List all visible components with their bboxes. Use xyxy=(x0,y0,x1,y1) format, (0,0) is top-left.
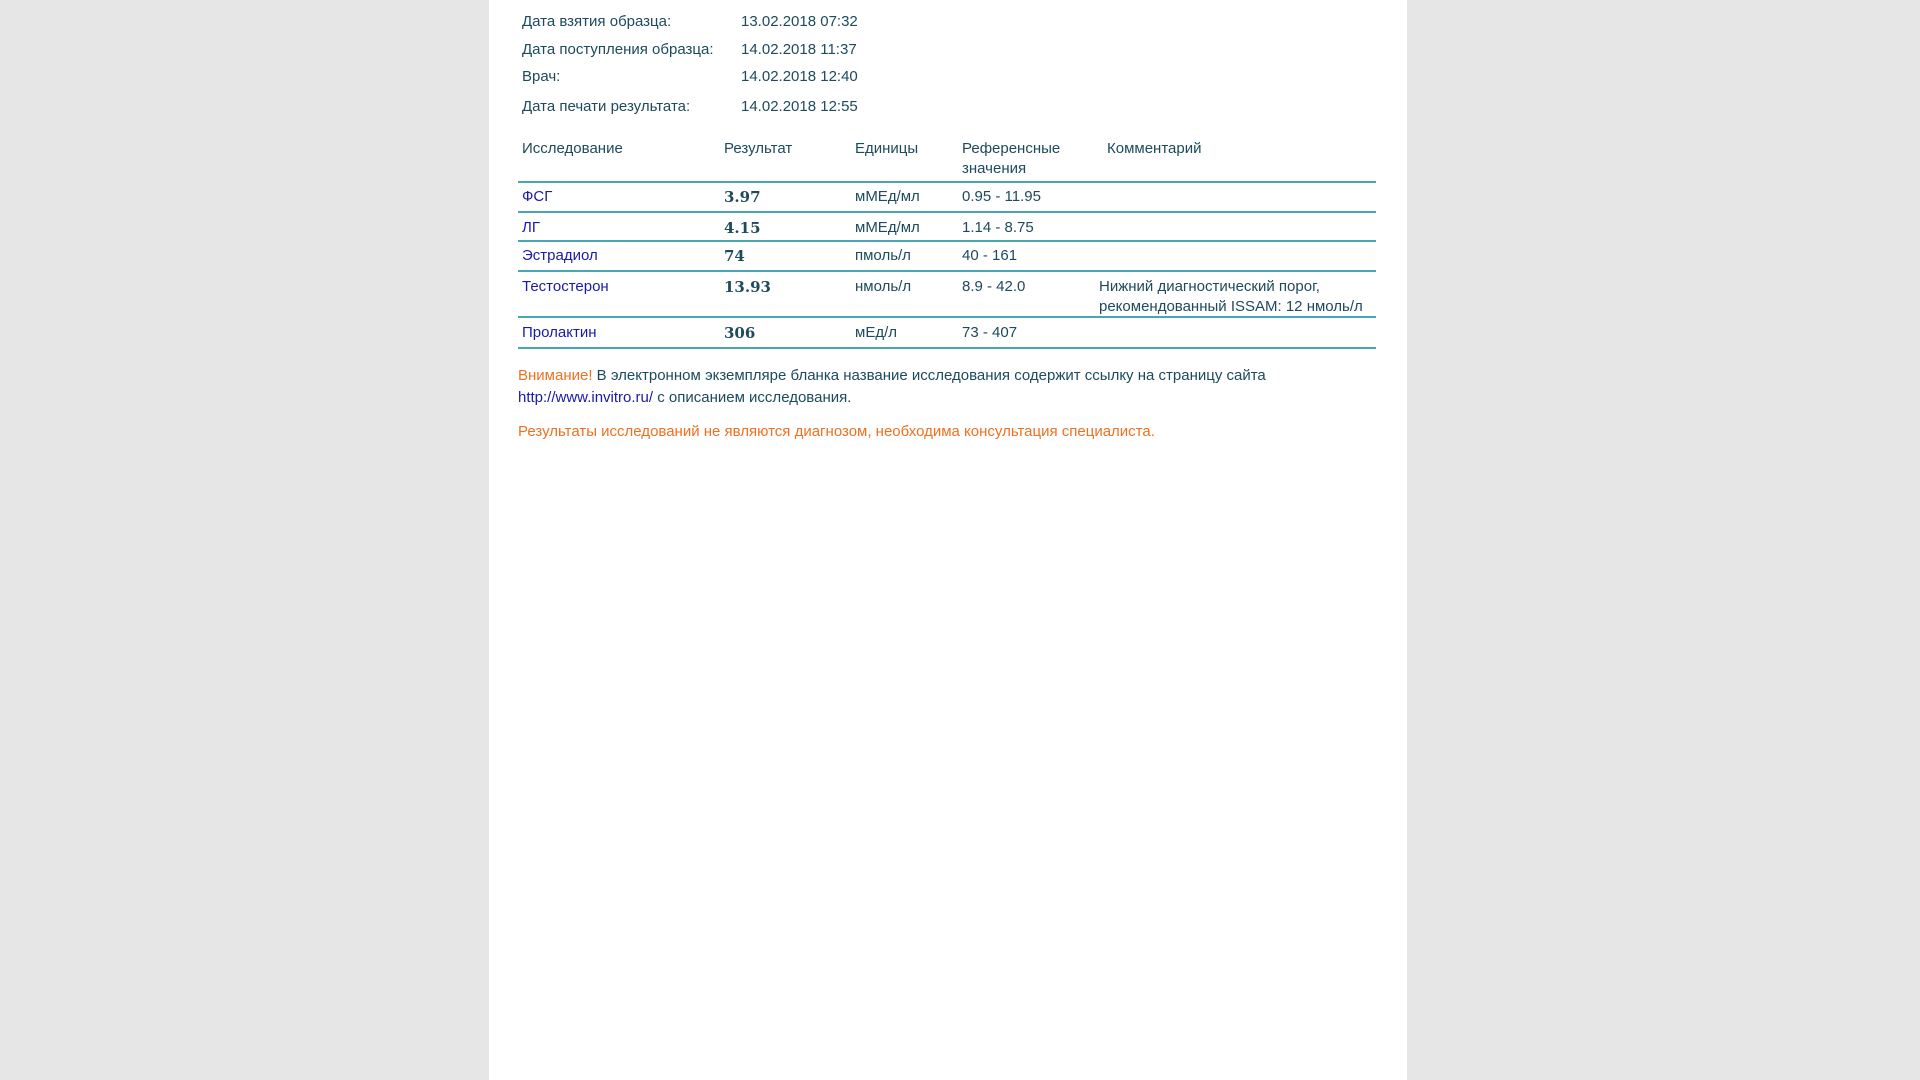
field-value: 14.02.2018 12:40 xyxy=(741,68,858,85)
test-name[interactable]: Пролактин xyxy=(522,324,597,341)
result: 4.15 xyxy=(724,219,761,237)
row-divider xyxy=(518,316,1376,318)
column-header: Референсные значения xyxy=(962,140,1061,177)
field-label: Дата взятия образца: xyxy=(522,13,672,30)
row-divider xyxy=(518,211,1376,213)
units: мМЕд/мл xyxy=(855,219,920,236)
test-name[interactable]: ЛГ xyxy=(522,219,540,236)
test-name[interactable]: Эстрадиол xyxy=(522,247,598,264)
comment: Нижний диагностический порог, рекомендов… xyxy=(1099,278,1363,315)
row-divider xyxy=(518,347,1376,349)
field-label: Врач: xyxy=(522,68,561,85)
note-text: В электронном экземпляре бланка название… xyxy=(596,367,1266,384)
column-header: Комментарий xyxy=(1107,140,1202,157)
site-link[interactable]: http://www.invitro.ru/ xyxy=(518,389,654,406)
field-label: Дата печати результата: xyxy=(522,98,691,115)
units: нмоль/л xyxy=(855,278,912,295)
result: 13.93 xyxy=(724,278,771,296)
units: мЕд/л xyxy=(855,324,897,341)
reference: 0.95 - 11.95 xyxy=(962,188,1041,205)
test-name[interactable]: Тестостерон xyxy=(522,278,609,295)
reference: 1.14 - 8.75 xyxy=(962,219,1034,236)
note-text: с описанием исследования. xyxy=(657,389,852,406)
document-page: Дата взятия образца: 13.02.2018 07:32 Дата… xyxy=(489,0,1407,1080)
result: 74 xyxy=(724,247,745,265)
units: пмоль/л xyxy=(855,247,911,264)
field-value: 14.02.2018 12:55 xyxy=(741,98,858,115)
column-header: Результат xyxy=(724,140,793,157)
note: Внимание! В электронном экземпляре бланк… xyxy=(518,365,1338,409)
field-value: 13.02.2018 07:32 xyxy=(741,13,858,30)
row-divider xyxy=(518,270,1376,272)
reference: 8.9 - 42.0 xyxy=(962,278,1026,295)
field-label: Дата поступления образца: xyxy=(522,41,714,58)
result: 306 xyxy=(724,324,756,342)
row-divider xyxy=(518,240,1376,242)
reference: 73 - 407 xyxy=(962,324,1018,341)
result: 3.97 xyxy=(724,188,761,206)
reference: 40 - 161 xyxy=(962,247,1018,264)
disclaimer: Результаты исследований не являются диаг… xyxy=(518,423,1155,440)
row-divider xyxy=(518,181,1376,183)
field-value: 14.02.2018 11:37 xyxy=(741,41,857,58)
units: мМЕд/мл xyxy=(855,188,920,205)
column-header: Исследование xyxy=(522,140,623,157)
test-name[interactable]: ФСГ xyxy=(522,188,553,205)
warning: Внимание! xyxy=(518,367,593,384)
column-header: Единицы xyxy=(855,140,919,157)
